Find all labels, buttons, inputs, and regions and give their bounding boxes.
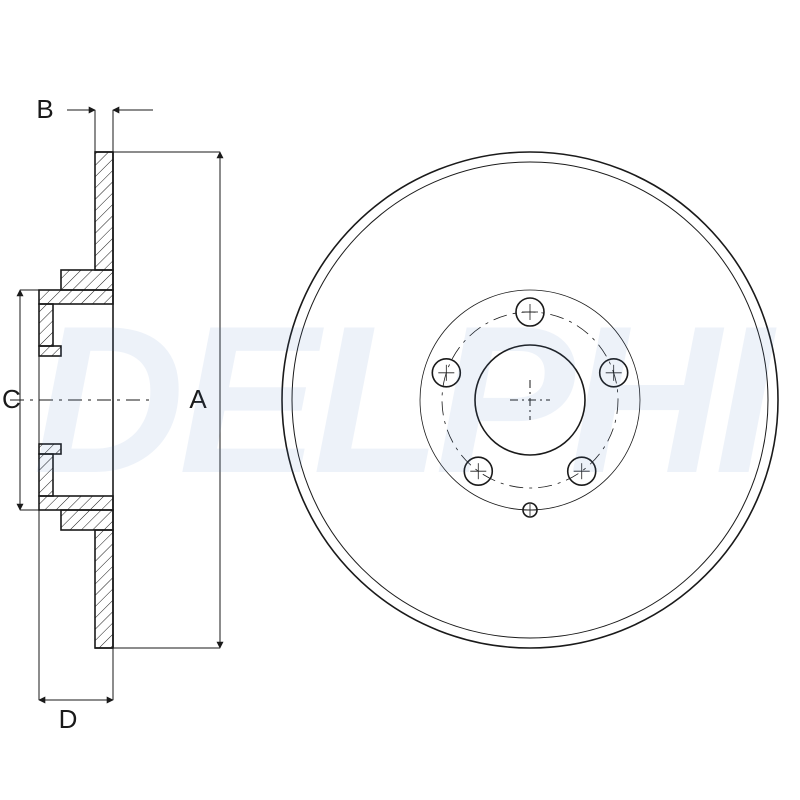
front-view xyxy=(282,152,778,648)
side-view xyxy=(10,152,153,648)
technical-drawing-svg: A C B D xyxy=(0,0,800,800)
dim-label-C: C xyxy=(2,384,21,414)
dim-label-A: A xyxy=(189,384,207,414)
dim-label-D: D xyxy=(59,704,78,734)
dim-label-B: B xyxy=(36,94,53,124)
